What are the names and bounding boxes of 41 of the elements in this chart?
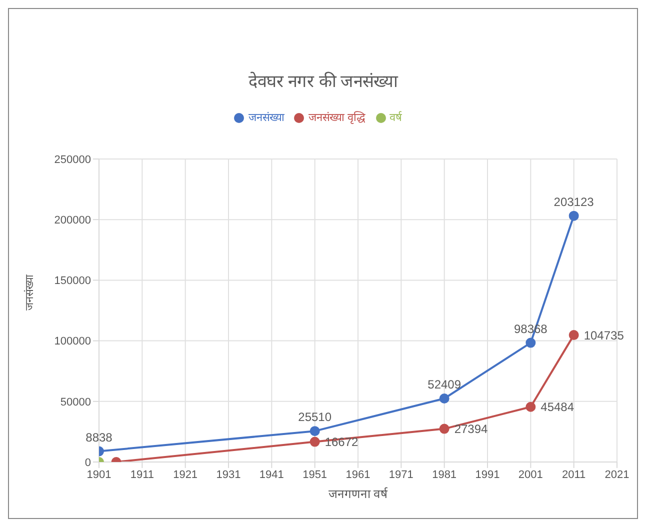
point: [526, 338, 536, 348]
x-tick-label: 1921: [173, 468, 198, 481]
x-axis-title: जनगणना वर्ष: [328, 487, 389, 501]
legend-label: वर्ष: [390, 112, 402, 124]
x-tick-label: 1961: [346, 468, 370, 481]
x-tick-label: 1971: [388, 468, 414, 481]
x-tick-label: 2001: [518, 468, 543, 481]
data-label: 45484: [540, 400, 574, 414]
data-label: 8838: [86, 430, 113, 444]
point: [526, 402, 536, 412]
x-tick-label: 1951: [302, 468, 328, 481]
y-tick-label: 200000: [54, 214, 91, 227]
point: [310, 436, 320, 447]
x-tick-label: 1911: [130, 468, 154, 481]
y-axis-title: जनसंख्या: [22, 274, 36, 310]
x-tick-label: 2011: [562, 468, 586, 481]
x-tick-label: 1901: [86, 468, 112, 481]
x-tick-label: 1931: [216, 468, 241, 481]
y-tick-label: 150000: [54, 275, 91, 288]
point: [439, 424, 450, 434]
data-label: 25510: [298, 410, 332, 424]
data-label: 27394: [454, 422, 488, 436]
legend-label: जनसंख्या: [248, 112, 284, 124]
data-label: 203123: [554, 194, 594, 209]
x-tick-label: 1981: [432, 468, 457, 481]
point: [310, 426, 320, 436]
x-tick-label: 1991: [475, 468, 500, 481]
data-label: 52409: [428, 377, 462, 392]
point: [439, 393, 450, 404]
legend-label: जनसंख्या वृद्धि: [308, 112, 366, 124]
y-tick-label: 50000: [60, 396, 91, 408]
x-tick-label: 1941: [259, 468, 284, 481]
data-label: 104735: [584, 328, 624, 342]
point: [568, 210, 579, 221]
y-tick-label: 0: [84, 456, 91, 469]
chart-title: देवघर नगर की जनसंख्या: [247, 70, 400, 92]
data-label: 16672: [324, 435, 359, 450]
x-tick-label: 2021: [604, 468, 630, 481]
point: [568, 330, 579, 340]
y-tick-label: 250000: [54, 154, 91, 166]
y-tick-label: 100000: [54, 336, 91, 348]
